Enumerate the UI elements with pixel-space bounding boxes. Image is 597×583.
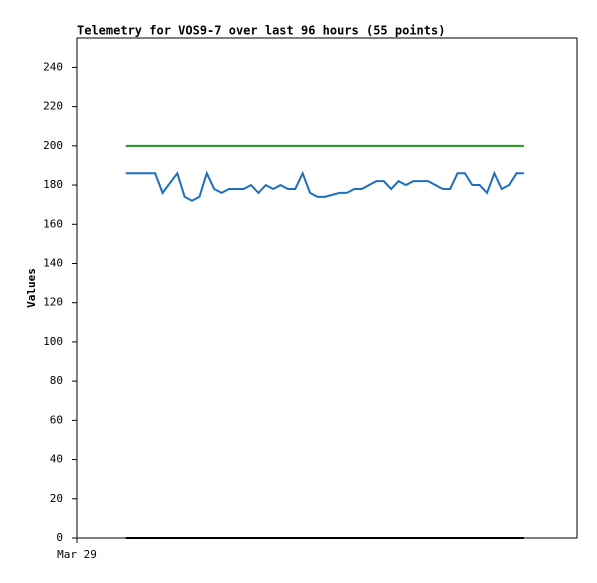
y-axis-label: Values [25, 268, 38, 308]
y-tick-label: 200 [43, 139, 63, 152]
y-tick-label: 160 [43, 217, 63, 230]
y-tick-label: 0 [56, 531, 63, 544]
y-tick-label: 60 [50, 413, 63, 426]
y-tick-label: 80 [50, 374, 63, 387]
y-tick-label: 140 [43, 256, 63, 269]
x-tick-label: Mar 29 [57, 548, 97, 561]
y-tick-label: 180 [43, 178, 63, 191]
y-tick-label: 40 [50, 453, 63, 466]
y-tick-label: 220 [43, 100, 63, 113]
chart-title: Telemetry for VOS9-7 over last 96 hours … [77, 24, 445, 38]
y-tick-label: 240 [43, 60, 63, 73]
y-tick-label: 100 [43, 335, 63, 348]
plot-frame [76, 37, 578, 539]
y-tick-label: 20 [50, 492, 63, 505]
y-tick-label: 120 [43, 296, 63, 309]
series-line [125, 170, 524, 202]
